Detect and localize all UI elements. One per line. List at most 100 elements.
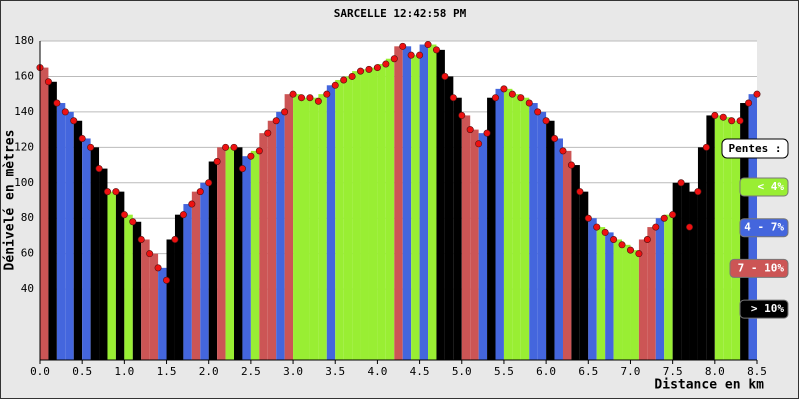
x-tick-label: 2.5 <box>241 365 261 378</box>
slope-bar <box>419 44 429 361</box>
chart-title: SARCELLE 12:42:58 PM <box>334 7 467 20</box>
slope-bar <box>487 97 496 360</box>
slope-bar <box>613 239 623 360</box>
elevation-point <box>669 211 677 219</box>
elevation-point <box>163 276 171 284</box>
elevation-point <box>626 246 634 254</box>
elevation-point <box>348 72 356 80</box>
elevation-point <box>120 211 128 219</box>
elevation-point <box>399 42 407 50</box>
x-tick-label: 4.5 <box>410 365 430 378</box>
slope-bar <box>647 227 656 360</box>
elevation-point <box>567 161 575 169</box>
slope-bar <box>512 94 521 361</box>
x-axis-label: Distance en km <box>654 378 764 393</box>
elevation-point <box>196 188 204 196</box>
elevation-point <box>70 117 78 125</box>
slope-bar <box>90 147 100 360</box>
elevation-point <box>551 134 559 142</box>
legend-label: < 4% <box>758 180 785 193</box>
elevation-point <box>179 211 187 219</box>
slope-bar <box>630 250 639 360</box>
elevation-point <box>643 235 651 243</box>
elevation-point <box>517 94 525 102</box>
elevation-point <box>103 188 111 196</box>
elevation-point <box>213 158 221 166</box>
slope-bar <box>428 44 437 361</box>
elevation-point <box>424 41 432 49</box>
slope-bar <box>503 88 513 360</box>
slope-bar <box>385 58 395 360</box>
slope-bar <box>174 214 184 360</box>
slope-bar <box>242 156 251 360</box>
x-tick-label: 4.0 <box>367 365 387 378</box>
slope-bar <box>368 67 378 360</box>
elevation-point <box>601 228 609 236</box>
elevation-point <box>416 51 424 59</box>
x-tick-label: 6.0 <box>536 365 556 378</box>
slope-bar <box>562 150 572 360</box>
slope-bar <box>99 168 108 360</box>
elevation-point <box>373 64 381 72</box>
slope-bar <box>343 76 353 360</box>
slope-bar <box>217 147 226 360</box>
elevation-point <box>297 94 305 102</box>
elevation-point <box>154 264 162 272</box>
slope-bar <box>65 111 74 360</box>
slope-bar <box>638 239 648 360</box>
slope-bar <box>571 165 580 360</box>
legend-label: > 10% <box>751 302 784 315</box>
slope-bar <box>672 182 682 360</box>
elevation-point <box>694 188 702 196</box>
y-tick-label: 120 <box>14 140 34 153</box>
slope-bar <box>723 117 732 360</box>
slope-bar <box>706 115 715 360</box>
x-tick-label: 8.5 <box>747 365 767 378</box>
slope-bar <box>141 239 150 360</box>
elevation-point <box>78 134 86 142</box>
slope-bar <box>377 64 386 361</box>
slope-bar <box>73 120 83 360</box>
elevation-point <box>559 147 567 155</box>
slope-bar <box>115 191 125 360</box>
slope-bar <box>697 147 707 360</box>
y-tick-label: 140 <box>14 105 34 118</box>
slope-bar <box>335 79 344 360</box>
elevation-point <box>432 46 440 54</box>
slope-bar <box>605 232 614 360</box>
elevation-point <box>475 140 483 148</box>
elevation-point <box>610 235 618 243</box>
elevation-point <box>390 55 398 63</box>
slope-bar <box>276 111 285 360</box>
elevation-point <box>441 72 449 80</box>
y-tick-label: 60 <box>21 247 34 260</box>
elevation-point <box>593 223 601 231</box>
elevation-point <box>745 99 753 107</box>
slope-bar <box>250 150 260 360</box>
slope-bar <box>622 244 631 360</box>
elevation-point <box>238 165 246 173</box>
x-tick-label: 5.0 <box>452 365 472 378</box>
elevation-point <box>677 179 685 187</box>
elevation-point <box>466 126 474 134</box>
slope-bar <box>411 55 420 361</box>
slope-bar <box>56 103 66 361</box>
elevation-point <box>407 51 415 59</box>
slope-bar <box>546 120 555 360</box>
elevation-point <box>483 129 491 137</box>
legend-swatch <box>739 177 789 197</box>
x-tick-label: 2.0 <box>199 365 219 378</box>
slope-bar <box>360 69 369 360</box>
y-tick-label: 40 <box>21 282 34 295</box>
legend-swatch <box>729 258 789 278</box>
slope-bar <box>200 182 209 360</box>
elevation-point <box>222 143 230 151</box>
elevation-point <box>458 111 466 119</box>
slope-bar <box>158 267 167 360</box>
slope-bar <box>495 88 504 360</box>
slope-bar <box>183 204 192 360</box>
y-tick-label: 100 <box>14 176 34 189</box>
slope-bar <box>40 67 49 360</box>
elevation-point <box>53 99 61 107</box>
